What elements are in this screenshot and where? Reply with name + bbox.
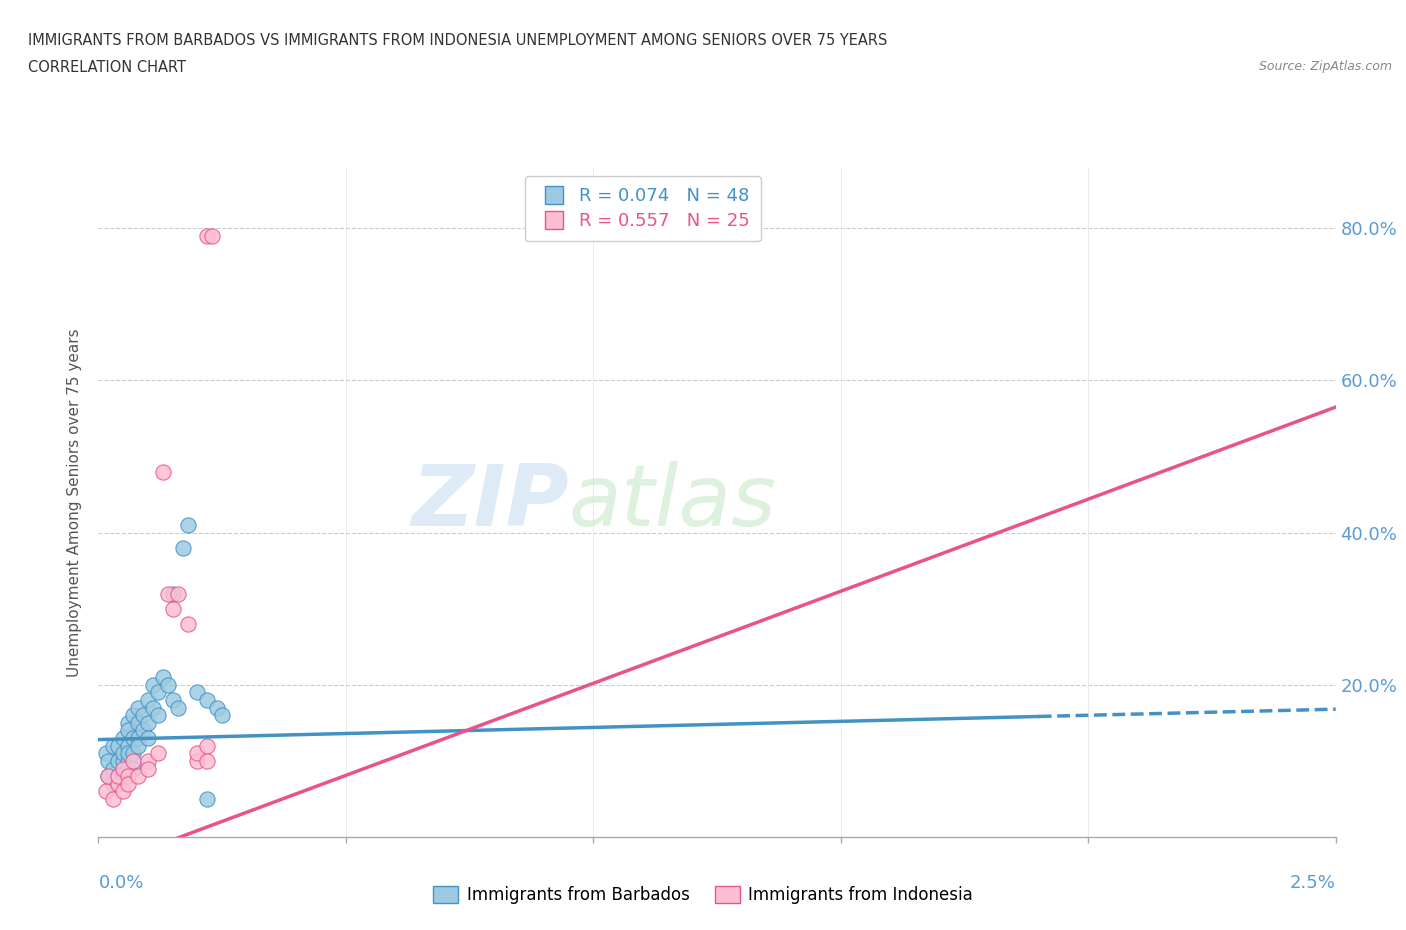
Point — [136, 761, 159, 776]
Point — [146, 746, 169, 761]
Point — [142, 700, 165, 715]
Point — [97, 753, 120, 768]
Point — [103, 761, 125, 776]
Text: Source: ZipAtlas.com: Source: ZipAtlas.com — [1258, 60, 1392, 73]
Point — [186, 746, 208, 761]
Point — [122, 761, 145, 776]
Point — [162, 586, 184, 601]
Point — [94, 746, 117, 761]
Point — [122, 746, 145, 761]
Point — [162, 693, 184, 708]
Point — [211, 708, 233, 723]
Point — [195, 229, 218, 244]
Text: 2.5%: 2.5% — [1289, 874, 1336, 892]
Point — [97, 769, 120, 784]
Point — [186, 685, 208, 700]
Text: ZIP: ZIP — [411, 460, 568, 544]
Point — [112, 731, 135, 746]
Point — [136, 715, 159, 730]
Point — [122, 731, 145, 746]
Point — [127, 715, 149, 730]
Point — [122, 708, 145, 723]
Point — [152, 670, 174, 684]
Point — [117, 723, 139, 737]
Point — [156, 586, 179, 601]
Point — [112, 784, 135, 799]
Point — [127, 700, 149, 715]
Point — [107, 769, 129, 784]
Text: CORRELATION CHART: CORRELATION CHART — [28, 60, 186, 75]
Point — [146, 685, 169, 700]
Point — [117, 746, 139, 761]
Point — [142, 677, 165, 692]
Point — [172, 540, 194, 555]
Point — [117, 738, 139, 753]
Point — [117, 777, 139, 791]
Point — [186, 753, 208, 768]
Point — [205, 700, 228, 715]
Point — [112, 746, 135, 761]
Point — [112, 769, 135, 784]
Point — [152, 464, 174, 479]
Point — [201, 229, 224, 244]
Point — [107, 769, 129, 784]
Point — [166, 586, 188, 601]
Point — [122, 753, 145, 768]
Legend: Immigrants from Barbados, Immigrants from Indonesia: Immigrants from Barbados, Immigrants fro… — [425, 878, 981, 912]
Point — [176, 518, 198, 533]
Point — [103, 791, 125, 806]
Point — [117, 753, 139, 768]
Point — [195, 791, 218, 806]
Point — [195, 738, 218, 753]
Text: atlas: atlas — [568, 460, 776, 544]
Point — [195, 753, 218, 768]
Point — [117, 715, 139, 730]
Point — [107, 777, 129, 791]
Point — [195, 693, 218, 708]
Point — [156, 677, 179, 692]
Point — [132, 708, 155, 723]
Point — [136, 731, 159, 746]
Point — [162, 602, 184, 617]
Point — [146, 708, 169, 723]
Point — [166, 700, 188, 715]
Legend: R = 0.074   N = 48, R = 0.557   N = 25: R = 0.074 N = 48, R = 0.557 N = 25 — [524, 177, 761, 241]
Point — [94, 784, 117, 799]
Point — [176, 617, 198, 631]
Point — [132, 723, 155, 737]
Point — [117, 761, 139, 776]
Point — [97, 769, 120, 784]
Point — [127, 769, 149, 784]
Text: IMMIGRANTS FROM BARBADOS VS IMMIGRANTS FROM INDONESIA UNEMPLOYMENT AMONG SENIORS: IMMIGRANTS FROM BARBADOS VS IMMIGRANTS F… — [28, 33, 887, 47]
Point — [112, 761, 135, 776]
Point — [107, 753, 129, 768]
Y-axis label: Unemployment Among Seniors over 75 years: Unemployment Among Seniors over 75 years — [67, 328, 83, 676]
Point — [136, 753, 159, 768]
Point — [107, 738, 129, 753]
Point — [103, 738, 125, 753]
Point — [112, 753, 135, 768]
Point — [127, 738, 149, 753]
Text: 0.0%: 0.0% — [98, 874, 143, 892]
Point — [127, 731, 149, 746]
Point — [136, 693, 159, 708]
Point — [117, 769, 139, 784]
Point — [103, 777, 125, 791]
